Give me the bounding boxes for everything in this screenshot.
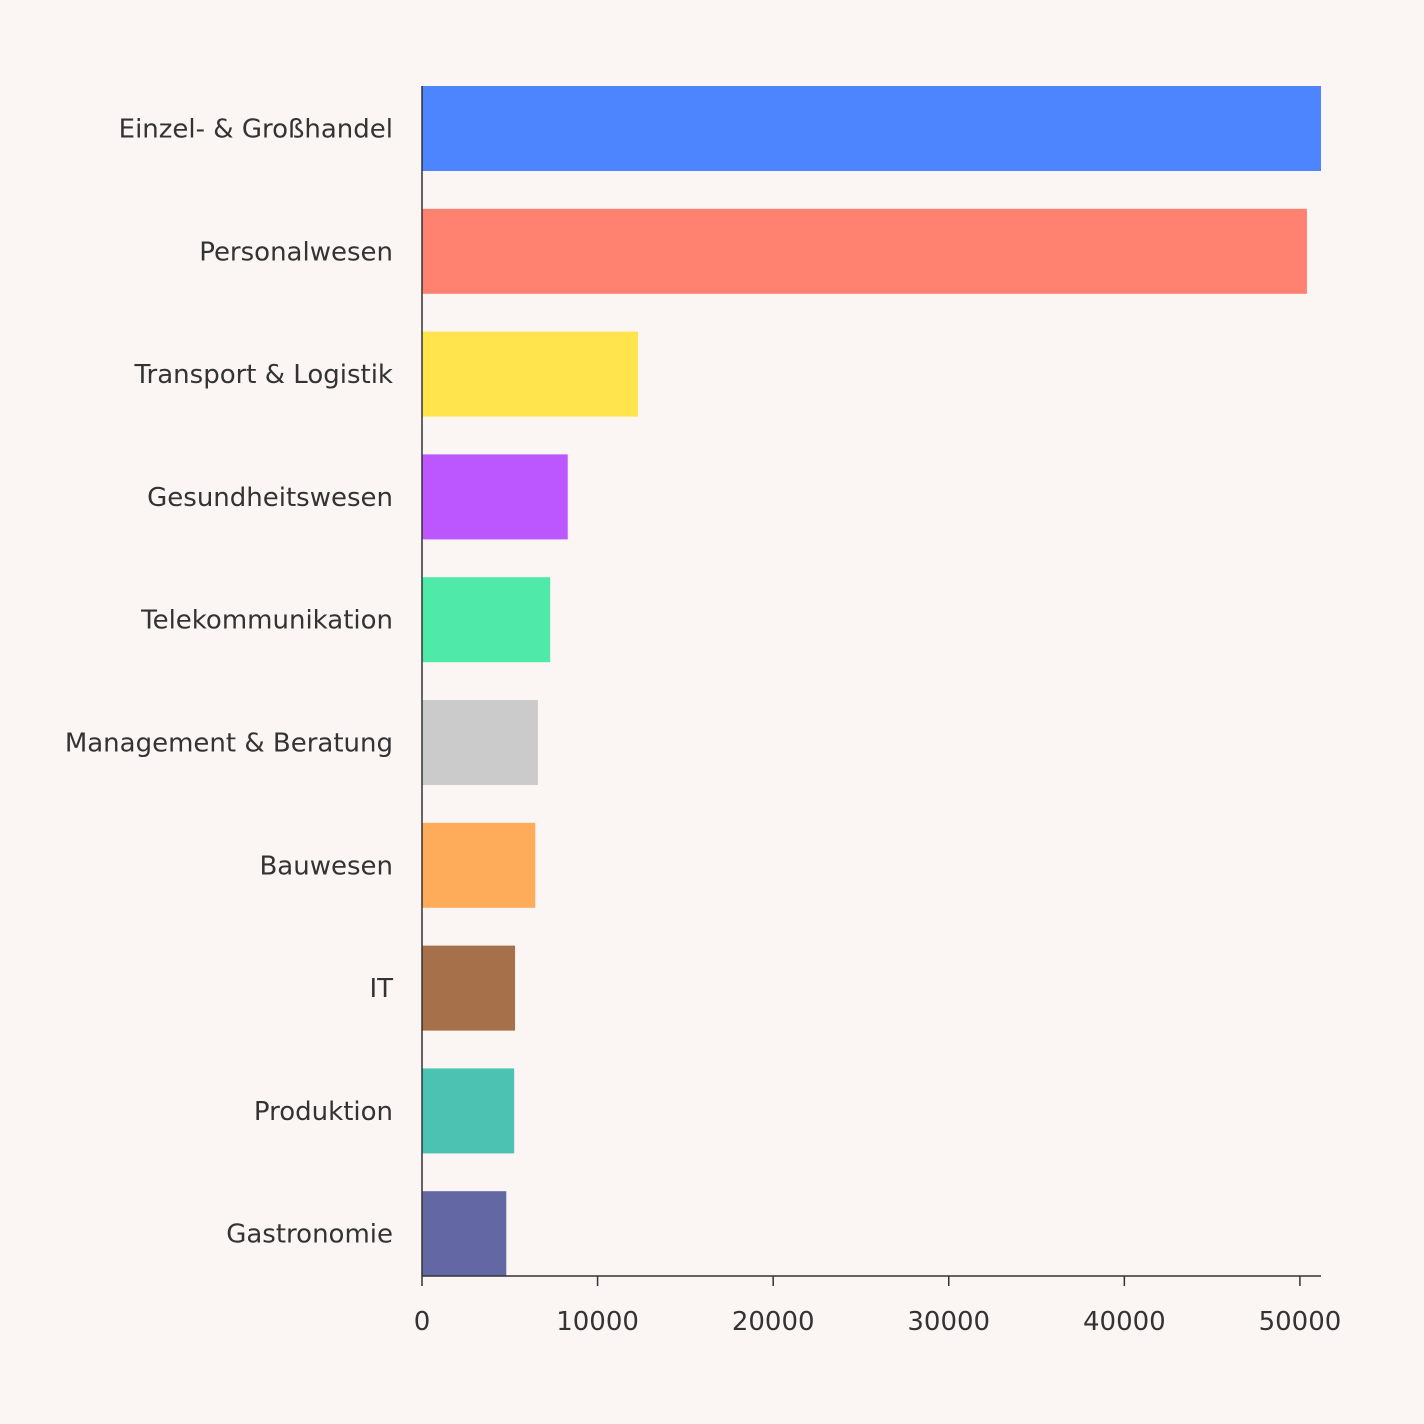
bar-6	[422, 822, 536, 908]
category-label: Produktion	[254, 1097, 393, 1127]
bar-5	[422, 700, 538, 785]
axes: 0 10000 20000 30000 40000 50000	[414, 86, 1342, 1337]
x-tick-label: 10000	[556, 1307, 639, 1337]
category-label: Personalwesen	[199, 237, 393, 267]
category-label: Gastronomie	[226, 1220, 393, 1250]
bar-8	[422, 1068, 515, 1154]
bar-0	[422, 86, 1321, 171]
category-label: Einzel- & Großhandel	[119, 115, 393, 145]
category-label: Management & Beratung	[65, 729, 393, 759]
x-tick-label: 30000	[907, 1307, 990, 1337]
category-labels: Einzel- & Großhandel Personalwesen Transpo…	[65, 115, 393, 1250]
category-label: Gesundheitswesen	[147, 483, 393, 513]
category-label: Transport & Logistik	[134, 360, 394, 390]
bar-1	[422, 208, 1307, 294]
x-tick-label: 50000	[1259, 1307, 1342, 1337]
bar-4	[422, 577, 551, 663]
x-tick-label: 20000	[732, 1307, 815, 1337]
x-tick-label: 0	[414, 1307, 431, 1337]
category-label: Bauwesen	[259, 851, 393, 881]
bar-3	[422, 454, 568, 540]
category-label: Telekommunikation	[140, 606, 393, 636]
x-tick-label: 40000	[1083, 1307, 1166, 1337]
category-label: IT	[369, 974, 393, 1004]
bar-7	[422, 945, 516, 1031]
bars-layer	[422, 86, 1321, 1277]
bar-2	[422, 331, 638, 417]
bar-9	[422, 1191, 507, 1277]
